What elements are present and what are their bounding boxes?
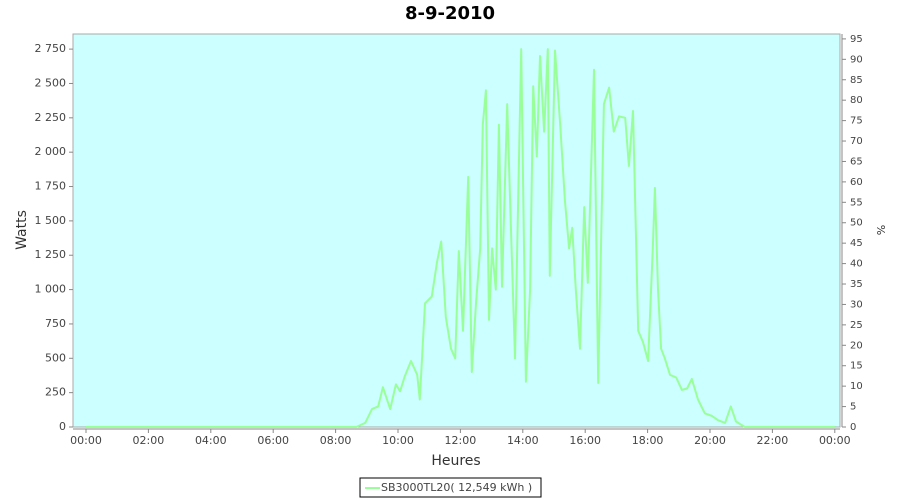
- x-tick-label: 02:00: [133, 434, 165, 447]
- y2-tick-label: 10: [850, 381, 863, 392]
- y-tick-label: 0: [59, 420, 66, 433]
- y-tick-label: 1 250: [35, 248, 67, 261]
- y2-tick-label: 85: [850, 75, 863, 86]
- y2-tick-label: 50: [850, 218, 863, 229]
- y-tick-label: 2 750: [35, 42, 67, 55]
- y2-tick-label: 95: [850, 34, 863, 45]
- y2-tick-label: 60: [850, 177, 863, 188]
- y2-tick-label: 40: [850, 259, 863, 270]
- y-tick-label: 2 500: [35, 76, 67, 89]
- legend-box: [359, 477, 542, 498]
- x-tick-label: 00:00: [819, 434, 851, 447]
- y2-tick-label: 35: [850, 279, 863, 290]
- x-tick-label: 12:00: [445, 434, 477, 447]
- x-tick-label: 18:00: [632, 434, 664, 447]
- x-tick-label: 20:00: [694, 434, 726, 447]
- y-tick-label: 1 750: [35, 180, 67, 193]
- y2-tick-label: 80: [850, 95, 863, 106]
- y-tick-label: 2 250: [35, 111, 67, 124]
- y2-tick-label: 90: [850, 54, 863, 65]
- legend-label: SB3000TL20( 12,549 kWh ): [381, 481, 532, 494]
- x-tick-label: 10:00: [382, 434, 414, 447]
- y-axis-label: Watts: [14, 210, 30, 250]
- x-tick-label: 06:00: [257, 434, 289, 447]
- x-tick-label: 08:00: [320, 434, 352, 447]
- y-tick-label: 750: [45, 317, 66, 330]
- y2-axis-label: %: [875, 225, 888, 235]
- y2-tick-label: 75: [850, 116, 863, 127]
- y-tick-label: 1 000: [35, 283, 67, 296]
- y-tick-label: 500: [45, 351, 66, 364]
- y2-tick-label: 30: [850, 299, 863, 310]
- y2-tick-label: 25: [850, 320, 863, 331]
- x-tick-label: 22:00: [757, 434, 789, 447]
- y2-tick-label: 20: [850, 340, 863, 351]
- x-tick-label: 16:00: [569, 434, 601, 447]
- x-tick-label: 00:00: [70, 434, 102, 447]
- y2-tick-label: 65: [850, 156, 863, 167]
- y-tick-label: 1 500: [35, 214, 67, 227]
- y-tick-label: 2 000: [35, 145, 67, 158]
- x-axis-label: Heures: [431, 453, 480, 469]
- x-tick-label: 14:00: [507, 434, 539, 447]
- y2-tick-label: 70: [850, 136, 863, 147]
- y2-tick-label: 5: [850, 402, 856, 413]
- y-tick-label: 250: [45, 386, 66, 399]
- x-tick-label: 04:00: [195, 434, 227, 447]
- plot-area: [72, 33, 841, 428]
- chart-title: 8-9-2010: [405, 3, 495, 24]
- y2-tick-label: 0: [850, 422, 856, 433]
- series-line: [86, 48, 835, 428]
- y2-tick-label: 45: [850, 238, 863, 249]
- y2-tick-label: 15: [850, 361, 863, 372]
- y2-tick-label: 55: [850, 197, 863, 208]
